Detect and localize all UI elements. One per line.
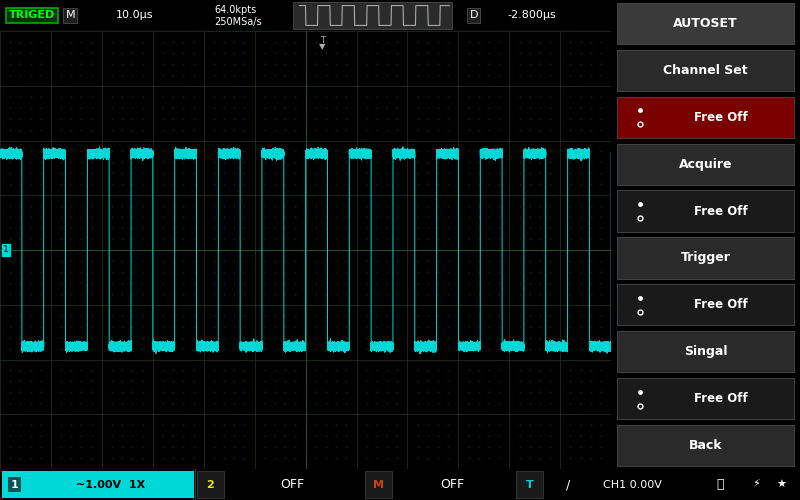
Bar xyxy=(617,425,794,466)
Bar xyxy=(516,470,543,498)
Text: Free Off: Free Off xyxy=(694,111,747,124)
Text: T: T xyxy=(526,480,534,490)
Text: CH1 0.00V: CH1 0.00V xyxy=(602,480,662,490)
Text: /: / xyxy=(566,478,570,491)
Text: M: M xyxy=(373,480,384,490)
Bar xyxy=(617,284,794,326)
Bar xyxy=(617,238,794,279)
Text: ▼: ▼ xyxy=(319,42,326,51)
Bar xyxy=(617,190,794,232)
Text: -2.800μs: -2.800μs xyxy=(507,10,556,20)
Text: Acquire: Acquire xyxy=(679,158,732,170)
Text: Free Off: Free Off xyxy=(694,204,747,218)
Text: ★: ★ xyxy=(777,480,786,490)
Text: Singal: Singal xyxy=(684,346,727,358)
Bar xyxy=(294,2,452,29)
Text: 2: 2 xyxy=(206,480,214,490)
Text: Channel Set: Channel Set xyxy=(663,64,748,77)
Text: 64.0kpts: 64.0kpts xyxy=(214,5,256,15)
Text: TRIGED: TRIGED xyxy=(9,10,55,20)
Bar xyxy=(365,470,392,498)
Text: 1: 1 xyxy=(3,246,9,254)
Text: Free Off: Free Off xyxy=(694,392,747,405)
Text: 10.0μs: 10.0μs xyxy=(116,10,154,20)
Bar xyxy=(617,331,794,372)
Bar xyxy=(617,144,794,185)
Bar xyxy=(617,96,794,138)
Text: Trigger: Trigger xyxy=(681,252,730,264)
Bar xyxy=(197,470,224,498)
Text: Free Off: Free Off xyxy=(694,298,747,312)
Text: AUTOSET: AUTOSET xyxy=(674,17,738,30)
Bar xyxy=(617,378,794,420)
Text: OFF: OFF xyxy=(440,478,464,491)
Text: 1: 1 xyxy=(10,480,18,490)
Text: ⚡: ⚡ xyxy=(752,480,760,490)
Text: Back: Back xyxy=(689,439,722,452)
Bar xyxy=(617,50,794,91)
Text: OFF: OFF xyxy=(280,478,304,491)
Text: ~1.00V  1X: ~1.00V 1X xyxy=(76,480,146,490)
Text: 250MSa/s: 250MSa/s xyxy=(214,18,262,28)
Bar xyxy=(617,3,794,44)
Text: ⎕: ⎕ xyxy=(716,478,724,491)
Bar xyxy=(2,470,194,498)
Text: M: M xyxy=(66,10,75,20)
Text: D: D xyxy=(470,10,478,20)
Text: T: T xyxy=(320,36,326,46)
